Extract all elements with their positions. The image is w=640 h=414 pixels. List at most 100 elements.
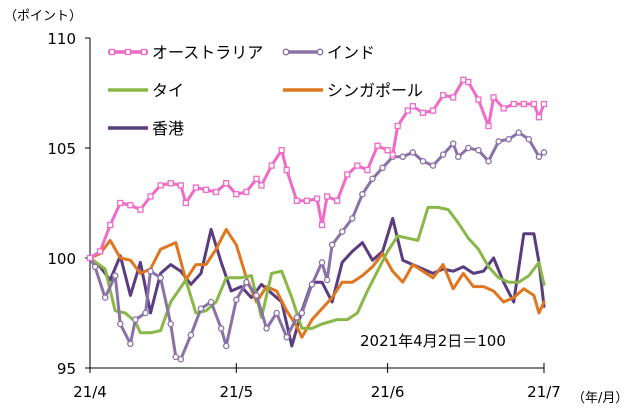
legend-item-2: タイ	[108, 81, 184, 100]
data-point	[293, 314, 301, 321]
legend-marker	[316, 48, 324, 56]
data-point	[157, 182, 164, 189]
data-point	[475, 146, 482, 154]
legend-item-3: シンガポール	[283, 81, 423, 100]
data-point	[334, 197, 341, 204]
data-point	[207, 298, 215, 306]
series-line	[88, 78, 546, 260]
data-point	[429, 107, 437, 114]
data-point	[127, 202, 134, 209]
legend-label: 香港	[152, 119, 184, 138]
data-point	[409, 103, 416, 110]
data-point	[308, 281, 316, 288]
data-point	[389, 151, 396, 158]
legend-marker	[140, 48, 148, 56]
data-point	[374, 142, 381, 149]
data-point	[86, 254, 94, 262]
legend-marker	[108, 48, 116, 56]
data-point	[147, 193, 154, 200]
data-point	[293, 197, 300, 204]
legend-item-0: オーストラリア	[108, 43, 263, 62]
data-point	[540, 149, 548, 156]
data-point	[202, 186, 210, 193]
data-point	[132, 316, 139, 323]
data-point	[500, 105, 507, 112]
data-point	[449, 140, 457, 147]
y-axis-unit-label: （ポイント）	[4, 9, 82, 24]
data-point	[101, 294, 109, 301]
data-point	[384, 147, 391, 154]
baseline-note: 2021年4月2日＝100	[360, 332, 506, 350]
y-tick-label: 95	[57, 360, 76, 378]
data-point	[475, 96, 482, 103]
data-point	[223, 180, 230, 187]
legend-item-1: インド	[282, 43, 375, 62]
data-point	[485, 157, 492, 165]
data-point	[127, 340, 134, 348]
data-point	[409, 149, 417, 156]
y-tick-label: 110	[47, 30, 76, 48]
data-point	[137, 206, 144, 213]
data-point	[515, 129, 523, 136]
data-point	[359, 190, 366, 198]
data-point	[167, 320, 174, 328]
data-point	[465, 144, 472, 152]
y-tick-label: 100	[47, 250, 76, 268]
legend-marker	[282, 48, 290, 56]
data-point	[429, 162, 437, 169]
legend-label: シンガポール	[327, 81, 423, 100]
data-point	[318, 221, 326, 229]
data-point	[217, 325, 225, 332]
series-line	[88, 205, 546, 335]
data-point	[505, 135, 512, 143]
data-point	[535, 153, 543, 161]
data-point	[212, 188, 220, 196]
data-point	[338, 228, 346, 235]
data-point	[454, 153, 462, 161]
series-line	[88, 131, 546, 361]
legend-marker	[124, 48, 132, 56]
series-2	[88, 205, 546, 335]
data-point	[147, 267, 154, 275]
data-point	[394, 122, 401, 130]
data-point	[404, 107, 411, 114]
data-point	[318, 259, 326, 266]
data-point	[91, 263, 99, 271]
data-point	[258, 182, 265, 189]
data-point	[117, 320, 124, 328]
data-point	[520, 100, 527, 108]
data-point	[450, 94, 457, 101]
data-point	[510, 100, 517, 108]
legend-label: オーストラリア	[152, 43, 263, 62]
data-point	[540, 100, 548, 108]
x-tick-label: 21/6	[371, 383, 405, 401]
data-point	[177, 355, 185, 363]
data-point	[243, 278, 250, 286]
data-point	[344, 171, 351, 178]
data-point	[298, 309, 306, 317]
data-point	[197, 305, 205, 312]
data-point	[192, 184, 200, 191]
x-axis-unit-label: （年/月）	[572, 391, 628, 406]
data-point	[182, 199, 189, 207]
data-point	[328, 241, 336, 249]
data-point	[117, 199, 124, 207]
data-point	[142, 309, 149, 317]
data-point	[379, 164, 386, 172]
data-point	[157, 274, 164, 282]
data-point	[172, 353, 180, 361]
data-point	[273, 309, 280, 317]
data-point	[465, 78, 472, 86]
data-point	[419, 109, 427, 116]
series-3	[88, 227, 546, 339]
legend-label: インド	[327, 43, 375, 62]
x-tick-label: 21/7	[527, 383, 561, 401]
data-point	[96, 248, 104, 255]
data-point	[485, 122, 492, 130]
legend-label: タイ	[152, 81, 184, 100]
data-point	[460, 76, 467, 83]
data-point	[263, 325, 270, 332]
data-point	[525, 135, 533, 143]
